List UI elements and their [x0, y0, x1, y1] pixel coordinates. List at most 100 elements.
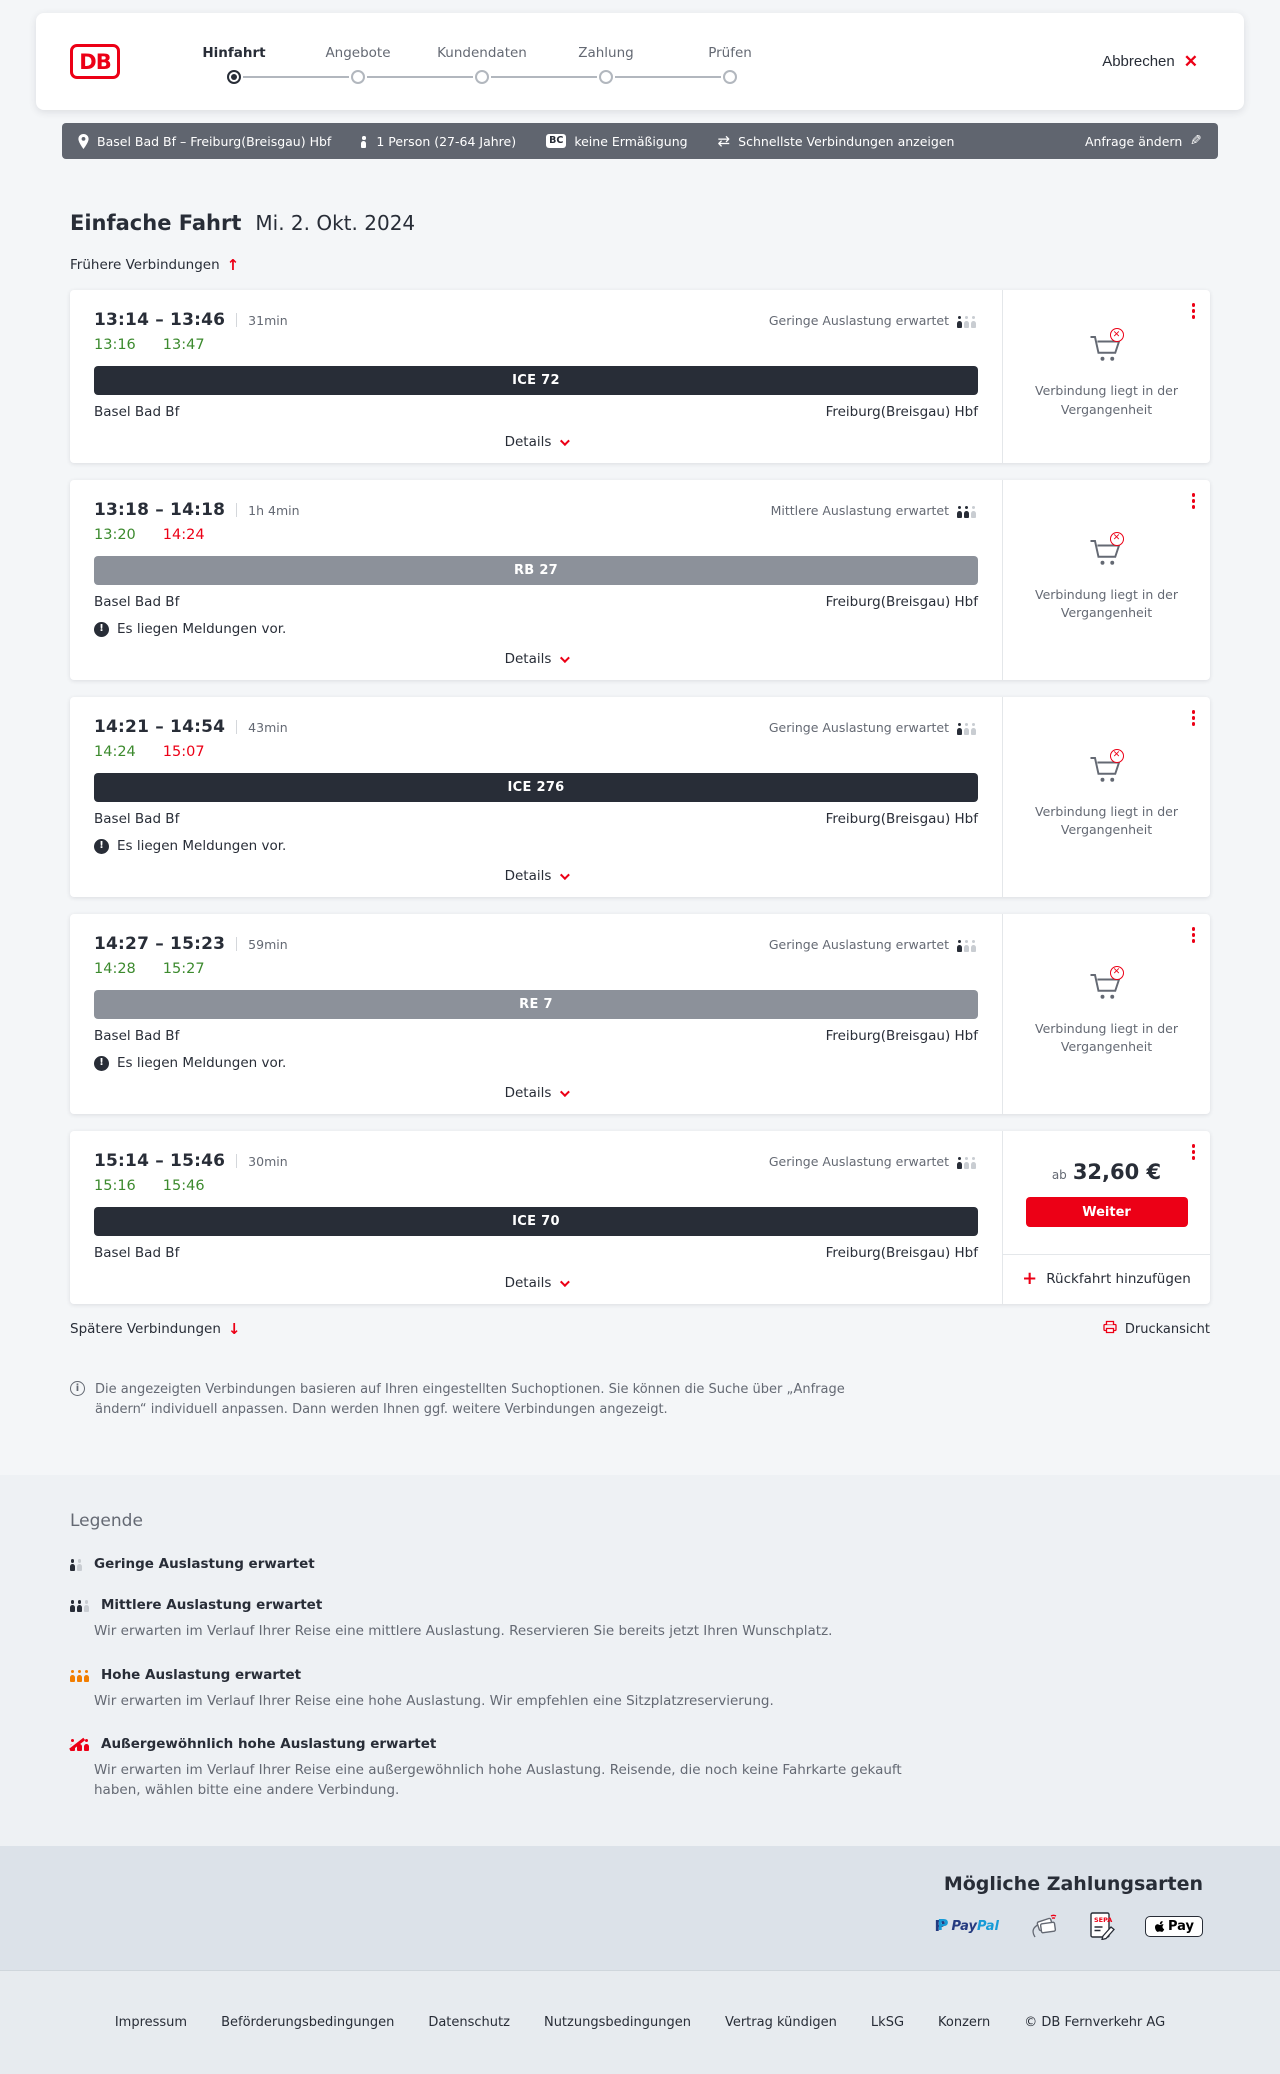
- step-pruefen[interactable]: Prüfen: [668, 45, 792, 85]
- time-row: 13:18 – 14:18 1h 4min Mittlere Auslastun…: [94, 500, 978, 520]
- passenger-label: 1 Person (27-64 Jahre): [376, 133, 517, 149]
- legend-description: Wir erwarten im Verlauf Ihrer Reise eine…: [94, 1692, 774, 1709]
- connection-card: 13:18 – 14:18 1h 4min Mittlere Auslastun…: [70, 480, 1210, 680]
- footer-link-datenschutz[interactable]: Datenschutz: [428, 2015, 510, 2031]
- apple-pay-icon: Pay: [1144, 1915, 1203, 1937]
- divider: [236, 503, 238, 517]
- svg-text:SEPA: SEPA: [1094, 1916, 1112, 1924]
- step-dot-track: [296, 69, 473, 85]
- past-connection-note: Verbindung liegt in der Vergangenheit: [1034, 1020, 1178, 1054]
- travel-date: Mi. 2. Okt. 2024: [255, 211, 416, 235]
- step-angebote[interactable]: Angebote: [296, 44, 473, 85]
- notice-row: ! Es liegen Meldungen vor.: [94, 1055, 978, 1071]
- destination-station: Freiburg(Breisgau) Hbf: [825, 594, 978, 610]
- occupancy-text: Mittlere Auslastung erwartet: [770, 503, 949, 518]
- step-hinfahrt[interactable]: Hinfahrt: [172, 45, 349, 85]
- results-main: Einfache Fahrt Mi. 2. Okt. 2024 Frühere …: [0, 211, 1280, 1420]
- route-label: Basel Bad Bf – Freiburg(Breisgau) Hbf: [97, 133, 332, 149]
- occupancy-label: Geringe Auslastung erwartet: [769, 720, 978, 735]
- connection-card-bookable: 15:14 – 15:46 30min Geringe Auslastung e…: [70, 1131, 1210, 1304]
- cart-unavailable-icon: ✕: [1089, 531, 1125, 572]
- footer-link-impressum[interactable]: Impressum: [114, 2015, 188, 2031]
- page-title: Einfache Fahrt: [70, 211, 242, 235]
- fastest-label: Schnellste Verbindungen anzeigen: [738, 133, 955, 149]
- realtime-departure: 14:24: [94, 744, 136, 760]
- kebab-menu-button[interactable]: [1189, 924, 1199, 946]
- occupancy-medium-icon: [957, 505, 978, 518]
- connection-details: 13:14 – 13:46 31min Geringe Auslastung e…: [70, 290, 1002, 463]
- train-segment-bar: ICE 70: [94, 1207, 978, 1236]
- kebab-menu-button[interactable]: [1189, 1141, 1199, 1163]
- cart-unavailable-icon: ✕: [1089, 328, 1125, 368]
- weiter-button[interactable]: Weiter: [1025, 1197, 1188, 1227]
- cross-badge-icon: ✕: [1109, 748, 1124, 763]
- occupancy-text: Geringe Auslastung erwartet: [768, 937, 949, 952]
- checkout-steps: Hinfahrt Angebote Kundendaten Zahlung Pr…: [172, 45, 792, 85]
- time-range: 13:18 – 14:18: [94, 500, 226, 520]
- connection-details: 13:18 – 14:18 1h 4min Mittlere Auslastun…: [70, 480, 1002, 680]
- time-range: 15:14 – 15:46: [94, 1151, 226, 1171]
- later-connections-link[interactable]: Spätere Verbindungen ↓: [70, 1321, 240, 1337]
- legend-item-exceptional: Außergewöhnlich hohe Auslastung erwartet…: [70, 1736, 1210, 1801]
- footer-link-befoerderungsbedingungen[interactable]: Beförderungsbedingungen: [221, 2015, 395, 2031]
- person-glyph: [361, 136, 367, 148]
- db-logo: DB: [70, 44, 120, 79]
- step-label: Prüfen: [708, 44, 752, 61]
- price-row: ab 32,60 €: [1052, 1160, 1161, 1184]
- step-zahlung[interactable]: Zahlung: [544, 45, 721, 85]
- footer-link-vertrag-kuendigen[interactable]: Vertrag kündigen: [724, 2015, 837, 2031]
- kebab-menu-button[interactable]: [1189, 707, 1199, 729]
- step-dot-track: [420, 69, 597, 85]
- sepa-icon: SEPA: [1089, 1912, 1115, 1941]
- swap-arrows-icon: ⇄: [717, 131, 731, 150]
- destination-station: Freiburg(Breisgau) Hbf: [825, 1245, 978, 1261]
- step-label: Angebote: [325, 44, 391, 61]
- details-button[interactable]: Details: [505, 420, 571, 450]
- step-dot-track: [172, 69, 349, 85]
- footer-link-konzern[interactable]: Konzern: [938, 2015, 991, 2031]
- step-kundendaten[interactable]: Kundendaten: [420, 45, 597, 85]
- details-button[interactable]: Details: [505, 1261, 571, 1291]
- details-button[interactable]: Details: [504, 637, 571, 667]
- footer-link-nutzungsbedingungen[interactable]: Nutzungsbedingungen: [543, 2015, 691, 2031]
- connection-details: 14:21 – 14:54 43min Geringe Auslastung e…: [70, 697, 1002, 897]
- divider: [236, 313, 238, 327]
- time-row: 15:14 – 15:46 30min Geringe Auslastung e…: [94, 1151, 978, 1171]
- time-row: 13:14 – 13:46 31min Geringe Auslastung e…: [94, 310, 978, 330]
- realtime-row: 14:24 15:07: [94, 744, 978, 760]
- cart-unavailable-icon: ✕: [1089, 748, 1125, 789]
- realtime-row: 15:16 15:46: [94, 1178, 978, 1194]
- footer-link-lksg[interactable]: LkSG: [870, 2015, 905, 2031]
- divider: [236, 1154, 238, 1168]
- add-return-button[interactable]: + Rückfahrt hinzufügen: [1003, 1254, 1210, 1290]
- details-button[interactable]: Details: [505, 854, 571, 884]
- passenger-summary: 1 Person (27-64 Jahre): [361, 134, 516, 149]
- occupancy-label: Geringe Auslastung erwartet: [769, 313, 978, 328]
- fastest-connections-toggle[interactable]: ⇄ Schnellste Verbindungen anzeigen: [717, 131, 955, 150]
- realtime-departure: 15:16: [94, 1178, 136, 1194]
- page-title-row: Einfache Fahrt Mi. 2. Okt. 2024: [70, 211, 1210, 235]
- occupancy-low-icon: [957, 1156, 978, 1169]
- kebab-menu-button[interactable]: [1189, 490, 1199, 512]
- duration: 43min: [248, 720, 288, 735]
- close-icon: ✕: [1183, 52, 1198, 71]
- realtime-departure: 13:20: [94, 527, 136, 543]
- details-button[interactable]: Details: [505, 1071, 571, 1101]
- details-label: Details: [504, 651, 552, 667]
- realtime-arrival: 14:24: [162, 527, 205, 543]
- occupancy-exceptional-icon: [70, 1738, 91, 1751]
- kebab-menu-button[interactable]: [1189, 300, 1199, 322]
- divider: [236, 937, 238, 951]
- duration: 59min: [248, 937, 288, 952]
- step-dot-track: [544, 69, 721, 85]
- footer-links: Impressum Beförderungsbedingungen Datens…: [40, 2015, 1240, 2030]
- occupancy-label: Geringe Auslastung erwartet: [769, 937, 978, 952]
- train-segment-bar: ICE 276: [94, 773, 978, 802]
- earlier-connections-link[interactable]: Frühere Verbindungen ↑: [70, 257, 239, 273]
- cancel-button[interactable]: Abbrechen ✕: [1102, 53, 1198, 70]
- warning-icon: !: [94, 838, 109, 854]
- print-view-link[interactable]: Druckansicht: [1103, 1320, 1210, 1338]
- change-request-button[interactable]: Anfrage ändern ✎: [1085, 133, 1202, 149]
